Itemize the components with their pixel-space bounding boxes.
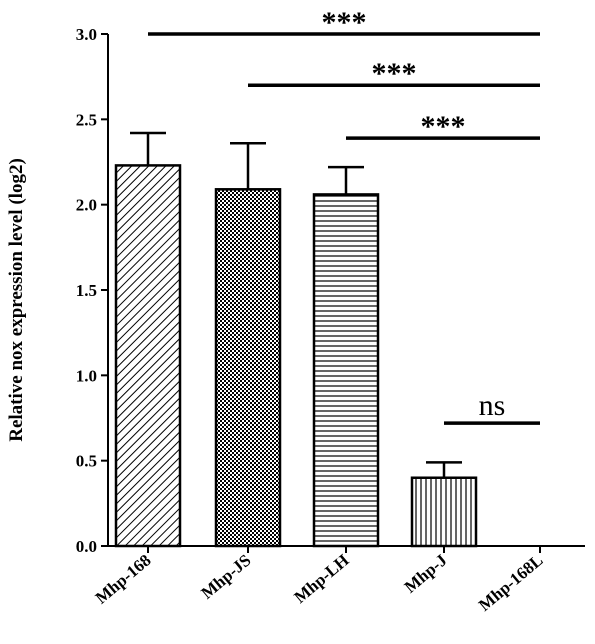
bar: [214, 188, 282, 548]
x-tick-label: Mhp-168L: [475, 551, 547, 615]
y-tick-label: 1.0: [76, 366, 97, 385]
y-tick-label: 2.5: [76, 110, 97, 129]
x-tick-label: Mhp-LH: [290, 551, 352, 607]
bar: [410, 476, 478, 548]
y-tick-label: 3.0: [76, 25, 97, 44]
bars: [114, 131, 478, 548]
significance-label: ***: [322, 6, 367, 39]
y-tick-label: 0.0: [76, 537, 97, 556]
y-tick-label: 1.5: [76, 281, 97, 300]
significance-label: ***: [372, 57, 417, 90]
significance-label: ns: [479, 389, 506, 422]
x-axis: Mhp-168 Mhp-JS Mhp-LH Mhp-J Mhp-168L: [92, 545, 585, 615]
y-axis-title: Relative nox expression level (log2): [6, 158, 27, 442]
x-tick-label: Mhp-J: [401, 550, 451, 596]
y-tick-label: 2.0: [76, 196, 97, 215]
significance-brackets: *********ns: [148, 6, 540, 425]
x-tick-label: Mhp-168: [92, 551, 155, 608]
x-tick-label: Mhp-JS: [197, 551, 254, 603]
y-axis: 0.0 0.5 1.0 1.5 2.0 2.5 3.0: [76, 25, 109, 556]
y-tick-label: 0.5: [76, 452, 97, 471]
bar: [114, 164, 182, 548]
significance-label: ***: [421, 110, 466, 143]
bar: [312, 193, 380, 548]
